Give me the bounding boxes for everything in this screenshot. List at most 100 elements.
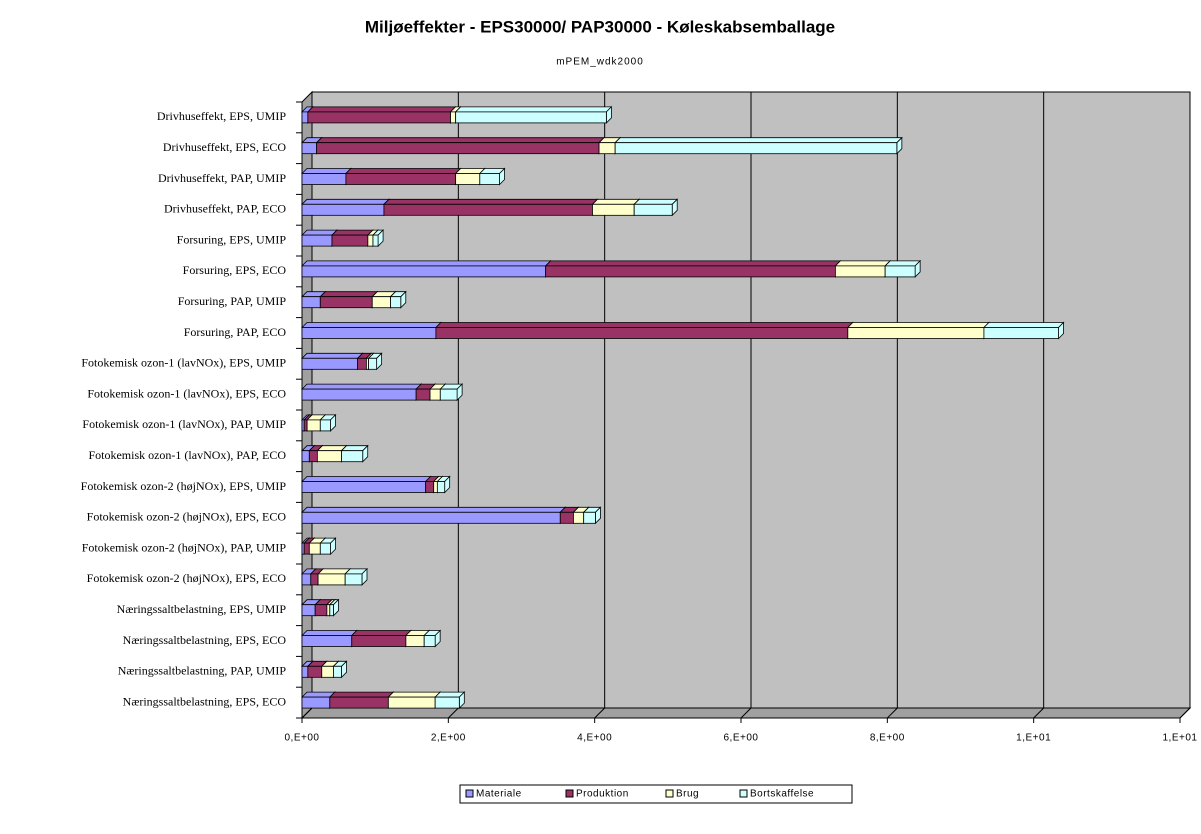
bar-top [301, 260, 552, 267]
bar-front [434, 696, 460, 709]
x-tick-label: 1,E+01 [1163, 733, 1198, 744]
y-tick-label: Næringssaltbelastning, PAP, UMIP [118, 664, 287, 678]
bar-segment [344, 167, 462, 186]
bar-front [301, 111, 309, 124]
bar-top [633, 198, 679, 205]
bar-front [583, 511, 596, 524]
chart-title: Miljøeffekter - EPS30000/ PAP30000 - Køl… [365, 17, 835, 36]
bar-front [367, 234, 374, 247]
bar-front [307, 665, 323, 678]
bar-top [315, 137, 606, 144]
bar-segment [301, 259, 552, 278]
bar-front [368, 357, 378, 370]
bar-segment [340, 444, 369, 463]
bar-front [372, 234, 379, 247]
bar-top [301, 691, 336, 698]
y-tick-label: Fotokemisk ozon-1 (lavNOx), EPS, ECO [87, 386, 286, 400]
bar-segment [614, 136, 903, 155]
y-tick-label: Fotokemisk ozon-1 (lavNOx), PAP, UMIP [82, 417, 286, 431]
bar-front [319, 419, 331, 432]
chart-subtitle: mPEM_wdk2000 [556, 57, 644, 68]
legend-label: Brug [676, 789, 699, 800]
bar-front [301, 234, 333, 247]
bar-front [301, 573, 312, 586]
bar-front [301, 173, 347, 185]
grid-line [1179, 92, 1191, 719]
bar-top [301, 168, 352, 174]
bar-front [331, 234, 369, 247]
bar-front [301, 665, 309, 678]
bar-front [310, 573, 319, 586]
bar-top [301, 322, 442, 328]
x-tick-label: 6,E+00 [724, 733, 759, 744]
bar-front [301, 388, 417, 401]
bar-front [317, 573, 346, 586]
bar-front [357, 357, 367, 370]
bar-segment [328, 598, 340, 617]
y-tick-label: Fotokemisk ozon-2 (højNOx), EPS, ECO [87, 571, 287, 585]
legend-box [459, 784, 853, 804]
bar-front [333, 665, 342, 678]
bar-front [479, 173, 500, 185]
y-tick-label: Næringssaltbelastning, EPS, UMIP [117, 602, 287, 616]
bar-segment [301, 321, 442, 340]
bar-front [834, 265, 886, 278]
bar-front [316, 450, 342, 463]
y-tick-label: Fotokemisk ozon-1 (lavNOx), EPS, UMIP [81, 356, 286, 370]
bar-front [847, 327, 985, 339]
bar-top [331, 229, 374, 236]
bar-top [834, 260, 892, 267]
bar-segment [315, 136, 606, 155]
bar-front [301, 357, 359, 370]
bar-top [301, 383, 423, 390]
y-tick-label: Forsuring, EPS, ECO [183, 263, 287, 277]
bar-top [884, 260, 922, 267]
bar-front [341, 450, 364, 463]
y-tick-label: Fotokemisk ozon-1 (lavNOx), PAP, ECO [88, 448, 286, 462]
bar-top [544, 260, 842, 267]
bar-top [382, 198, 599, 205]
bar-segment [301, 167, 352, 186]
bar-front [301, 327, 437, 339]
bar-segment [423, 629, 442, 648]
y-tick-label: Forsuring, PAP, ECO [184, 325, 287, 339]
legend: Materiale Produktion Brug Bortskaffelse [459, 784, 853, 804]
bar-front [371, 296, 391, 309]
bar-segment [301, 198, 390, 217]
y-tick-label: Forsuring, PAP, UMIP [178, 294, 287, 308]
bar-front [319, 296, 373, 309]
bar-segment [389, 290, 407, 309]
bar-top [434, 322, 854, 328]
legend-label: Bortskaffelse [750, 789, 814, 800]
bar-top [319, 291, 379, 298]
legend-label: Produktion [576, 789, 629, 800]
y-tick-label: Næringssaltbelastning, EPS, ECO [123, 694, 287, 708]
bar-segment [372, 229, 385, 248]
bar-front [303, 419, 308, 432]
bar-front [316, 142, 600, 155]
bar-top [301, 229, 338, 236]
bar-segment [319, 537, 337, 556]
bar-front [455, 111, 607, 124]
legend-swatch [465, 789, 474, 798]
bar-segment [301, 352, 364, 371]
y-tick-label: Næringssaltbelastning, EPS, ECO [123, 633, 287, 647]
bar-front [329, 696, 389, 709]
bar-segment [434, 691, 466, 710]
bar-segment [834, 259, 892, 278]
bar-front [344, 573, 363, 586]
bar-front [425, 481, 435, 493]
bar-front [573, 511, 585, 524]
grid-line [740, 92, 752, 719]
bar-front [429, 388, 441, 401]
bar-front [301, 604, 316, 617]
bar-front [433, 481, 438, 493]
bar-segment [436, 475, 451, 494]
bar-top [328, 691, 395, 698]
bar-front [387, 696, 436, 709]
bar-front [306, 419, 321, 432]
bar-top [301, 198, 390, 205]
bar-segment [301, 506, 567, 525]
bar-top [846, 322, 990, 328]
bar-front [598, 142, 616, 155]
